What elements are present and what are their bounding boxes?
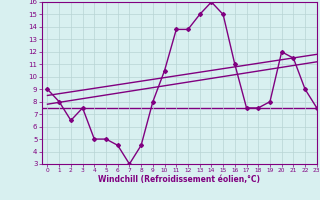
X-axis label: Windchill (Refroidissement éolien,°C): Windchill (Refroidissement éolien,°C)	[98, 175, 260, 184]
